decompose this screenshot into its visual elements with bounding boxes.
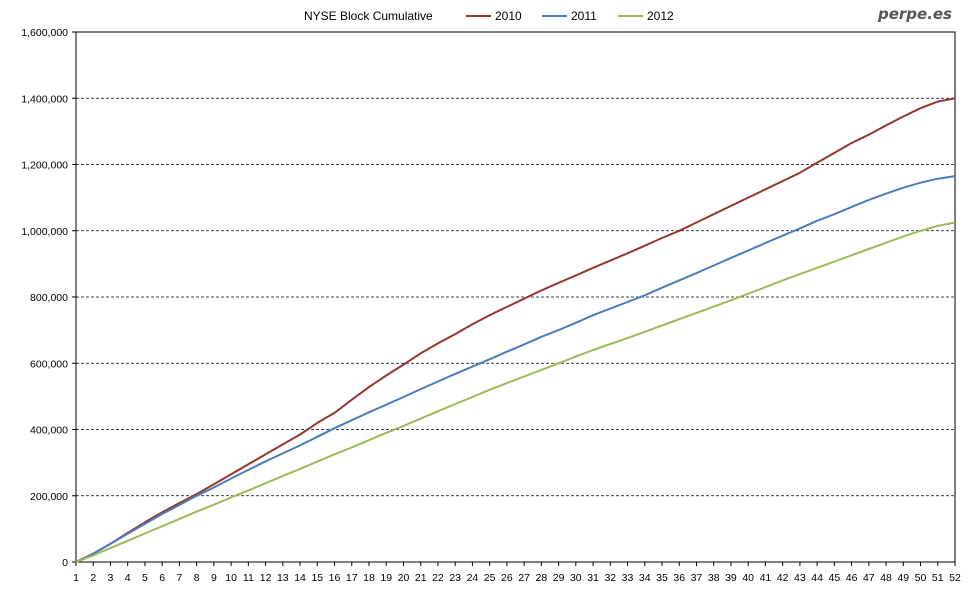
x-tick-label: 28: [536, 572, 548, 584]
legend-label-2010: 2010: [495, 9, 522, 23]
x-tick-label: 4: [125, 572, 131, 584]
y-tick-label: 1,200,000: [21, 160, 68, 172]
x-tick-label: 18: [363, 572, 375, 584]
series-line-2010: [75, 97, 956, 563]
watermark-text: perpe.es: [877, 5, 952, 23]
x-tick-label: 17: [346, 572, 358, 584]
x-tick-label: 12: [260, 572, 272, 584]
x-tick-label: 20: [398, 572, 410, 584]
x-tick-label: 16: [329, 572, 341, 584]
x-tick-label: 35: [656, 572, 668, 584]
x-tick-label: 46: [846, 572, 858, 584]
x-tick-label: 51: [932, 572, 944, 584]
x-tick-label: 25: [484, 572, 496, 584]
x-tick-label: 36: [673, 572, 685, 584]
x-tick-label: 8: [194, 572, 200, 584]
y-tick-label: 1,400,000: [21, 93, 68, 105]
x-tick-label: 2: [90, 572, 96, 584]
x-tick-label: 52: [949, 572, 961, 584]
y-tick-label: 1,600,000: [21, 27, 68, 39]
x-tick-label: 21: [415, 572, 427, 584]
x-tick-label: 13: [277, 572, 289, 584]
x-tick-label: 47: [863, 572, 875, 584]
x-tick-label: 45: [829, 572, 841, 584]
y-tick-label: 200,000: [30, 491, 68, 503]
x-tick-label: 37: [691, 572, 703, 584]
x-tick-label: 34: [639, 572, 651, 584]
x-tick-label: 23: [449, 572, 461, 584]
x-tick-label: 32: [604, 572, 616, 584]
y-tick-label: 400,000: [30, 425, 68, 437]
x-tick-label: 5: [142, 572, 148, 584]
x-tick-label: 31: [587, 572, 599, 584]
x-tick-label: 33: [622, 572, 634, 584]
x-tick-label: 41: [760, 572, 772, 584]
x-tick-label: 24: [467, 572, 479, 584]
x-tick-label: 15: [311, 572, 323, 584]
x-tick-label: 10: [225, 572, 237, 584]
y-tick-label: 0: [62, 557, 68, 569]
gridlines: [76, 97, 955, 497]
x-tick-label: 27: [518, 572, 530, 584]
x-tick-label: 42: [777, 572, 789, 584]
y-tick-label: 1,000,000: [21, 226, 68, 238]
x-tick-label: 43: [794, 572, 806, 584]
y-tick-label: 800,000: [30, 292, 68, 304]
x-tick-label: 30: [570, 572, 582, 584]
x-tick-label: 22: [432, 572, 444, 584]
x-tick-label: 19: [380, 572, 392, 584]
x-tick-label: 38: [708, 572, 720, 584]
x-tick-label: 49: [897, 572, 909, 584]
x-tick-label: 44: [811, 572, 823, 584]
legend: 2010 2011 2012: [466, 9, 674, 23]
y-tick-label: 600,000: [30, 358, 68, 370]
x-axis: 1 2 3 4 5 6 7 8 9 10 11 12 13 14 15 16 17 18 19 20 21 22 23 24 2…: [73, 562, 961, 584]
x-tick-label: 39: [725, 572, 737, 584]
x-tick-label: 40: [742, 572, 754, 584]
x-tick-label: 7: [176, 572, 182, 584]
x-tick-label: 3: [108, 572, 114, 584]
y-axis: 0 200,000 400,000 600,000 800,000 1,000,000 1,…: [21, 27, 76, 569]
series-lines: [75, 97, 956, 563]
x-tick-label: 26: [501, 572, 513, 584]
x-tick-label: 48: [880, 572, 892, 584]
x-tick-label: 6: [159, 572, 165, 584]
x-tick-label: 14: [294, 572, 306, 584]
series-line-2012: [75, 221, 956, 563]
legend-label-2011: 2011: [571, 9, 597, 23]
x-tick-label: 9: [211, 572, 217, 584]
series-line-2011: [75, 175, 956, 563]
chart-title: NYSE Block Cumulative: [304, 9, 433, 23]
x-tick-label: 50: [915, 572, 927, 584]
x-tick-label: 1: [73, 572, 79, 584]
x-tick-label: 29: [553, 572, 565, 584]
legend-label-2012: 2012: [647, 9, 674, 23]
x-tick-label: 11: [243, 572, 254, 584]
